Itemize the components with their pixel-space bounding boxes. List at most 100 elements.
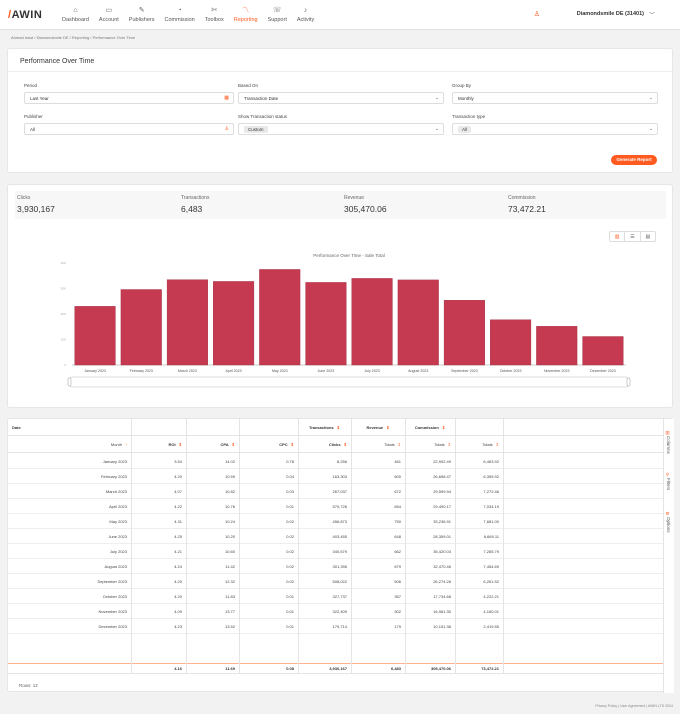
sort-icon[interactable]: ⇕ (495, 441, 499, 447)
table-row[interactable]: May 2023 4.31 10.24 0.02 456,873 750 33,236.91… (8, 514, 663, 529)
table-cell: 0.01 (286, 593, 294, 599)
group-by-select[interactable]: Monthly ⌄ (452, 92, 658, 104)
range-handle-right[interactable] (626, 377, 631, 387)
filters-icon: ⚲ (666, 473, 671, 478)
side-tab-columns[interactable]: ▥Columns (666, 431, 671, 454)
group-header-commission[interactable]: Commission ⇕ (405, 419, 455, 435)
bar-6[interactable] (305, 282, 347, 366)
sort-icon[interactable]: ⇕ (386, 424, 390, 430)
range-handle-left[interactable] (67, 377, 72, 387)
view-bar-chart-icon[interactable]: ▥ (610, 232, 626, 241)
table-row[interactable]: June 2023 4.25 10.20 0.02 403,455 648 28,359.0… (8, 529, 663, 544)
period-value: Last Year (30, 96, 49, 101)
summary-commission: Commission 73,472.21 (508, 195, 546, 214)
table-row[interactable]: November 2023 4.09 13.77 0.01 322,409 302 16,9… (8, 604, 663, 619)
table-row[interactable]: January 2023 3.54 14.02 0.78 8,256 461 22,992.… (8, 454, 663, 469)
group-header-revenue[interactable]: Revenue ⇕ (351, 419, 405, 435)
sort-icon[interactable]: ⇕ (290, 441, 294, 447)
table-cell: 7,681.00 (483, 518, 499, 524)
nav-item-commission[interactable]: ◔ Commission (159, 0, 199, 30)
nav-item-dashboard[interactable]: ⌂ Dashboard (57, 0, 94, 30)
sort-icon[interactable]: ⇕ (397, 441, 401, 447)
account-selector[interactable]: Diamondsmile DE (31401) (576, 11, 644, 17)
bar-11[interactable] (536, 326, 578, 366)
table-row[interactable]: March 2023 4.07 10.82 0.03 267,037 672 29,599.… (8, 484, 663, 499)
sort-icon[interactable]: ⇕ (336, 424, 341, 430)
column-header-totals[interactable]: Totals ⇕ (455, 436, 503, 452)
table-cell: 10.60 (224, 548, 235, 554)
column-header-month[interactable]: Month ↑ (8, 436, 131, 452)
bar-3[interactable] (166, 279, 208, 366)
sort-ascending-icon[interactable]: ↑ (125, 441, 127, 447)
nav-item-activity[interactable]: ♪ Activity (292, 0, 319, 30)
transaction-status-select[interactable]: Custom ⌄ (238, 123, 444, 135)
user-icon[interactable]: ♙ (533, 11, 540, 18)
group-header-date[interactable]: Date (8, 419, 131, 435)
sort-icon[interactable]: ⇕ (343, 441, 347, 447)
table-cell: 13.52 (224, 623, 235, 629)
table-cell: 0.01 (286, 623, 294, 629)
bar-5[interactable] (259, 269, 301, 366)
view-table-icon[interactable]: ▤ (645, 234, 651, 240)
sort-icon[interactable]: ⇕ (441, 424, 446, 430)
nav-item-toolbox[interactable]: ✄ Toolbox (200, 0, 229, 30)
table-cell: 26,274.26 (433, 578, 451, 584)
chart-range-scroller[interactable] (69, 376, 629, 388)
table-cell: 26,698.47 (433, 473, 451, 479)
bar-4[interactable] (213, 281, 255, 366)
bar-1[interactable] (74, 306, 116, 366)
table-row[interactable]: December 2023 4.23 13.52 0.01 179,714 179 10,1… (8, 619, 663, 634)
awin-logo[interactable]: /AWIN (8, 9, 43, 21)
footer-links[interactable]: Privacy Policy | User Agreement | AWIN L… (595, 704, 673, 708)
breadcrumb[interactable]: Ahmad Irawi / Diamondsmile DE / Reportin… (11, 35, 136, 40)
table-row[interactable]: August 2023 4.24 11.42 0.02 301,396 679 32,470… (8, 559, 663, 574)
column-header-totals[interactable]: Totals ⇕ (405, 436, 455, 452)
column-header-cpc[interactable]: CPC ⇕ (239, 436, 298, 452)
table-cell: 179 (394, 623, 401, 629)
table-cell: 662 (394, 548, 401, 554)
view-list-icon[interactable]: ☰ (625, 232, 641, 241)
table-row[interactable]: September 2023 4.20 12.32 0.02 508,022 506 26,… (8, 574, 663, 589)
table-cell: 0.02 (286, 533, 294, 539)
nav-item-label: Dashboard (62, 17, 89, 23)
bar-9[interactable] (443, 300, 485, 366)
summary-value: 3,930,167 (17, 204, 55, 214)
report-filters-card: Performance Over Time Period Last Year ▦… (7, 48, 674, 173)
table-row[interactable]: July 2023 4.21 10.60 0.02 340,679 662 35,420.0… (8, 544, 663, 559)
table-row[interactable]: February 2023 4.20 10.59 0.04 163,303 600 26,6… (8, 469, 663, 484)
table-cell: 0.02 (286, 563, 294, 569)
user-icon: ♙ (224, 126, 229, 132)
transaction-type-select[interactable]: All ⌄ (452, 123, 658, 135)
period-select[interactable]: Last Year ▦ (24, 92, 234, 104)
table-row[interactable]: October 2023 4.20 11.83 0.01 327,737 357 17,73… (8, 589, 663, 604)
column-header-cpa[interactable]: CPA ⇕ (186, 436, 239, 452)
table-row[interactable]: April 2023 4.22 10.76 0.01 570,726 654 29,490.… (8, 499, 663, 514)
bar-7[interactable] (351, 278, 393, 366)
nav-item-account[interactable]: ▭ Account (94, 0, 124, 30)
sort-icon[interactable]: ⇕ (178, 441, 182, 447)
side-tab-filters[interactable]: ⚲Filters (666, 473, 671, 490)
nav-item-support[interactable]: ☏ Support (263, 0, 292, 30)
bar-10[interactable] (490, 319, 532, 366)
bar-12[interactable] (582, 336, 624, 366)
based-on-select[interactable]: Transaction Date ⌄ (238, 92, 444, 104)
sort-icon[interactable]: ⇕ (447, 441, 451, 447)
generate-report-button[interactable]: Generate Report (611, 155, 657, 165)
x-tick-label: January 2023 (84, 369, 106, 373)
nav-item-publishers[interactable]: ✎ Publishers (124, 0, 160, 30)
column-header-clicks[interactable]: Clicks ⇕ (298, 436, 351, 452)
nav-item-reporting[interactable]: 〽 Reporting (229, 0, 263, 30)
side-tab-options[interactable]: ⚙Options (666, 512, 671, 533)
table-cell: 0.01 (286, 503, 294, 509)
bar-8[interactable] (397, 279, 439, 366)
sort-icon[interactable]: ⇕ (231, 441, 235, 447)
bar-2[interactable] (120, 289, 162, 366)
table-cell: 0.01 (286, 608, 294, 614)
group-header-transactions[interactable]: Transactions ⇕ (298, 419, 351, 435)
table-cell: 28,359.01 (433, 533, 451, 539)
column-header-roi[interactable]: ROI ⇕ (131, 436, 186, 452)
publisher-select[interactable]: All ♙ (24, 123, 234, 135)
column-header-totals[interactable]: Totals ⇕ (351, 436, 405, 452)
x-tick-label: November 2023 (544, 369, 570, 373)
chevron-down-icon[interactable]: ﹀ (648, 13, 655, 19)
